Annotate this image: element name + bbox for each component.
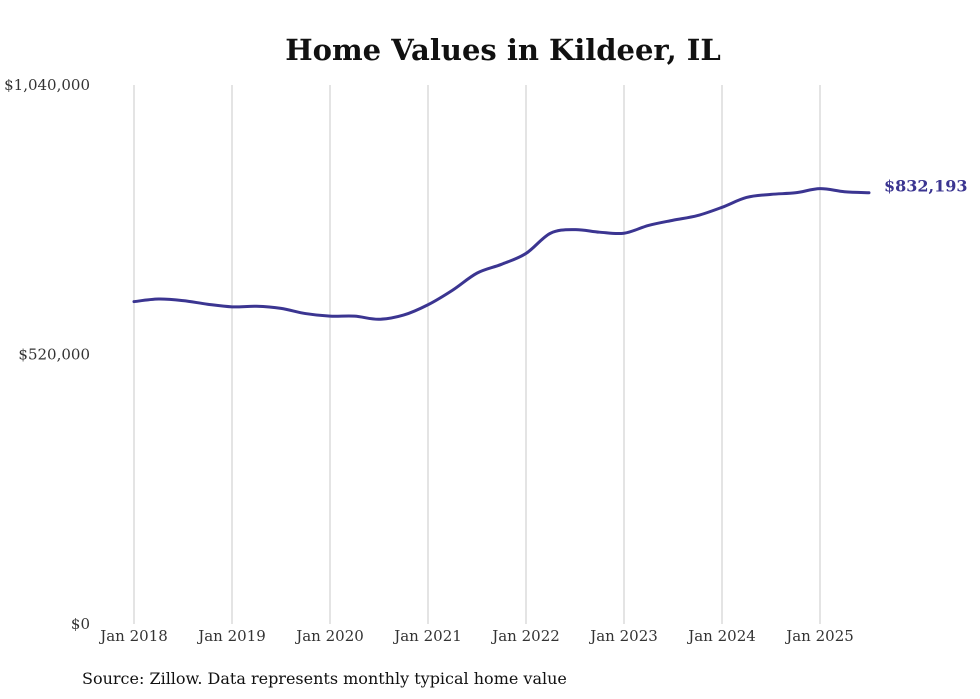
chart-title: Home Values in Kildeer, IL: [285, 33, 721, 67]
x-tick-label: Jan 2022: [490, 627, 560, 645]
x-tick-label: Jan 2018: [98, 627, 168, 645]
x-tick-label: Jan 2019: [196, 627, 266, 645]
end-value-label: $832,193: [884, 177, 968, 196]
y-tick-label: $0: [71, 615, 90, 633]
source-note: Source: Zillow. Data represents monthly …: [82, 669, 567, 688]
grid-lines: [133, 85, 821, 624]
x-tick-label: Jan 2023: [588, 627, 658, 645]
y-tick-label: $1,040,000: [4, 76, 90, 94]
x-tick-label: Jan 2021: [392, 627, 462, 645]
x-axis-ticks: Jan 2018 Jan 2019 Jan 2020 Jan 2021 Jan 2022…: [98, 627, 854, 645]
y-axis-ticks: $0 $520,000 $1,040,000: [4, 76, 90, 633]
series-line: [132, 187, 871, 321]
y-tick-label: $520,000: [18, 346, 90, 364]
x-tick-label: Jan 2025: [784, 627, 854, 645]
x-tick-label: Jan 2020: [294, 627, 364, 645]
x-tick-label: Jan 2024: [686, 627, 756, 645]
